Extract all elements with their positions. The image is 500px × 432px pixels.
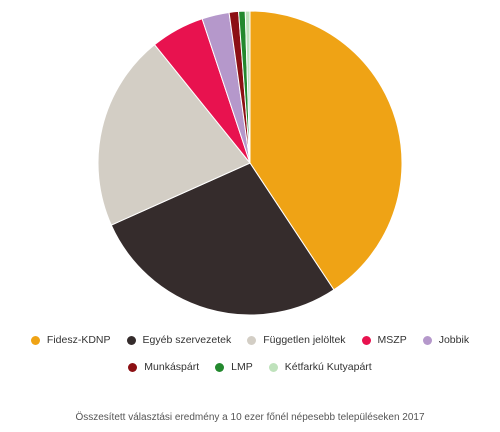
pie-slice-2[interactable] <box>97 43 251 226</box>
legend-item-6[interactable]: LMP <box>215 361 253 373</box>
legend-item-0[interactable]: Fidesz-KDNP <box>30 334 111 346</box>
legend-row-2: Munkáspárt LMP Kétfarkú Kutyapárt <box>0 361 500 373</box>
legend-swatch-4 <box>422 335 432 345</box>
legend-label-1: Egyéb szervezetek <box>142 334 232 346</box>
chart-caption: Összesített választási eredmény a 10 eze… <box>75 412 425 423</box>
legend-label-2: Független jelöltek <box>263 334 346 346</box>
legend-swatch-5 <box>128 362 138 372</box>
pie-slice-1[interactable] <box>110 162 335 316</box>
legend-swatch-2 <box>247 335 257 345</box>
legend-item-3[interactable]: MSZP <box>361 334 407 346</box>
legend-swatch-0 <box>30 335 40 345</box>
legend-item-4[interactable]: Jobbik <box>422 334 470 346</box>
legend-item-1[interactable]: Egyéb szervezetek <box>126 334 232 346</box>
legend-item-2[interactable]: Független jelöltek <box>247 334 346 346</box>
legend-swatch-3 <box>361 335 371 345</box>
legend-item-5[interactable]: Munkáspárt <box>128 361 199 373</box>
legend-label-3: MSZP <box>377 334 407 346</box>
legend-label-4: Jobbik <box>438 334 470 346</box>
legend-label-6: LMP <box>231 361 253 373</box>
legend-swatch-1 <box>126 335 136 345</box>
legend-swatch-6 <box>215 362 225 372</box>
pie-slice-7[interactable] <box>244 10 251 164</box>
legend-label-5: Munkáspárt <box>144 361 200 373</box>
legend-row-1: Fidesz-KDNP Egyéb szervezetek Független je… <box>0 334 500 346</box>
legend-swatch-7 <box>268 362 278 372</box>
legend-label-7: Kétfarkú Kutyapárt <box>284 361 372 373</box>
legend-label-0: Fidesz-KDNP <box>46 334 111 346</box>
legend-item-7[interactable]: Kétfarkú Kutyapárt <box>268 361 372 373</box>
